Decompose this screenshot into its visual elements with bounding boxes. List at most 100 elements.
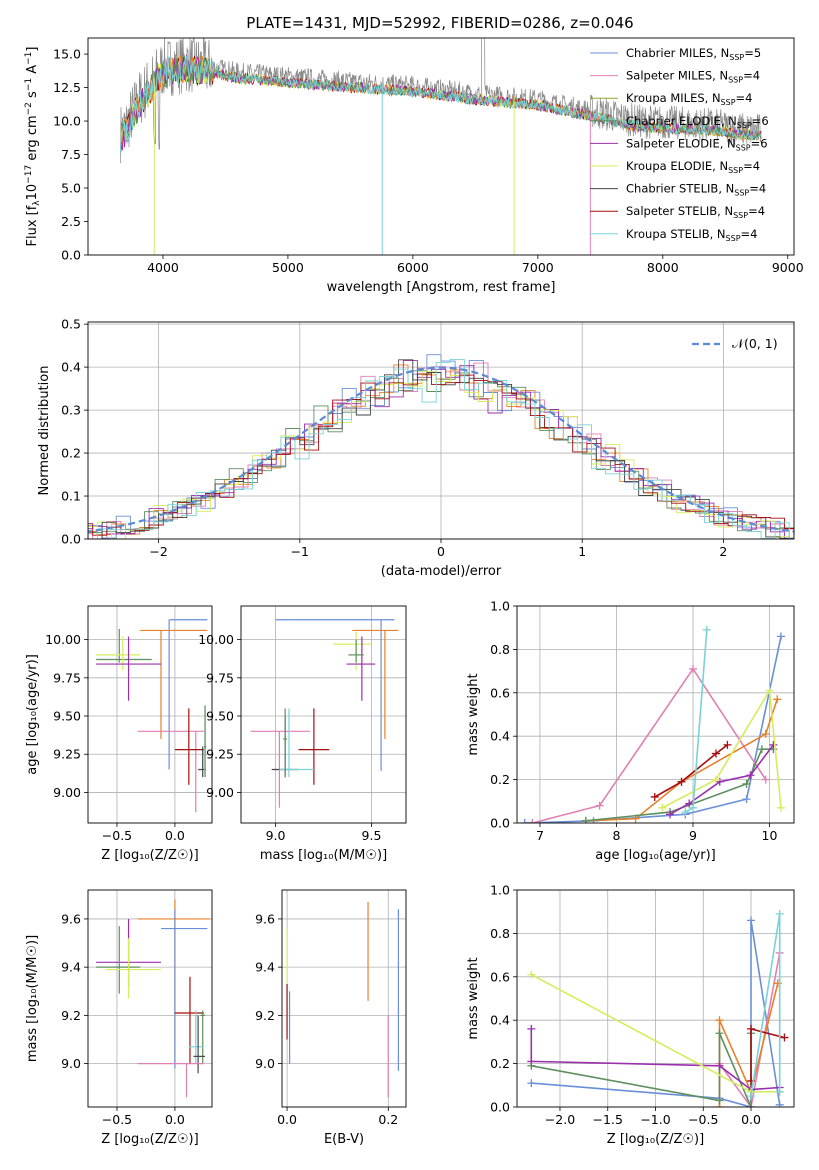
mass-weight-marker bbox=[581, 816, 590, 823]
plot-area bbox=[286, 902, 400, 1098]
legend-label: Salpeter MILES, NSSP=4 bbox=[626, 69, 760, 85]
x-axis-label: Z [log₁₀(Z/Z☉)] bbox=[607, 1132, 704, 1147]
mass-weight-marker bbox=[746, 771, 755, 780]
y-tick-label: 0.0 bbox=[490, 816, 510, 831]
y-tick-label: 0.2 bbox=[61, 446, 81, 461]
y-tick-label: 9.00 bbox=[206, 785, 234, 800]
y-tick-label: 12.5 bbox=[53, 80, 81, 95]
mass-weight-marker bbox=[677, 777, 686, 786]
legend-subscript: SSP bbox=[728, 76, 743, 85]
legend-label: Kroupa STELIB, NSSP=4 bbox=[626, 227, 757, 243]
y-axis-label-part: 10 bbox=[25, 184, 40, 201]
figure-title: PLATE=1431, MJD=52992, FIBERID=0286, z=0… bbox=[246, 14, 633, 32]
y-tick-label: 7.5 bbox=[61, 147, 81, 162]
y-tick-label: 0.0 bbox=[61, 532, 81, 547]
mass-weight-line bbox=[718, 952, 781, 1107]
mass-weight-vs-age-panel: 7 8 9 10 0.0 0.2 0.4 0.6 0.8 1.0 age [log₁₀(age/yr… bbox=[466, 599, 795, 863]
spectrum-panel: 4000 5000 6000 7000 8000 9000 0.0 2.5 5.0 7.5 10.0… bbox=[24, 37, 804, 295]
mass-weight-line bbox=[532, 667, 767, 823]
legend-suffix: =4 bbox=[743, 159, 760, 173]
x-tick-label: 9 bbox=[689, 828, 697, 843]
y-tick-label: 9.25 bbox=[53, 747, 81, 762]
mass-weight-marker bbox=[776, 803, 785, 812]
y-tick-label: 0.2 bbox=[490, 1056, 510, 1071]
x-tick-label: 2 bbox=[719, 544, 727, 559]
mass-weight-marker bbox=[527, 1024, 536, 1033]
y-tick-label: 0.8 bbox=[490, 642, 510, 657]
legend-label: Chabrier ELODIE, NSSP=6 bbox=[626, 114, 769, 130]
mass-weight-marker bbox=[780, 1033, 789, 1042]
legend-label: Kroupa MILES, NSSP=4 bbox=[626, 91, 752, 107]
y-tick-label: 9.00 bbox=[53, 785, 81, 800]
x-tick-label: 0.0 bbox=[165, 1112, 185, 1127]
x-tick-label: 6000 bbox=[397, 260, 429, 275]
mass-weight-marker bbox=[769, 740, 778, 749]
plot-area bbox=[88, 354, 794, 539]
residual-histogram bbox=[88, 360, 794, 539]
mass-weight-marker bbox=[527, 970, 536, 979]
x-tick-label: 0.0 bbox=[741, 1112, 761, 1127]
mass-vs-extinction-panel: 0.0 0.2 9.0 9.2 9.4 9.6 E(B-V) bbox=[255, 889, 407, 1147]
y-tick-label: 0.6 bbox=[490, 969, 510, 984]
y-tick-label: 0.0 bbox=[490, 1100, 510, 1115]
residuals-panel: −2 −1 0 1 2 0.0 0.1 0.2 0.3 0.4 0.5 (data-model)/er… bbox=[37, 317, 795, 579]
mass-weight-marker bbox=[723, 740, 732, 749]
y-tick-label: 10.00 bbox=[198, 632, 234, 647]
mass-weight-marker bbox=[527, 1079, 536, 1088]
x-tick-label: 9.5 bbox=[362, 828, 382, 843]
mass-weight-marker bbox=[702, 625, 711, 634]
x-tick-label: 1 bbox=[578, 544, 586, 559]
y-tick-label: 0.5 bbox=[61, 317, 81, 332]
plot-area bbox=[96, 899, 210, 1098]
y-tick-label: 5.0 bbox=[61, 181, 81, 196]
x-tick-label: 8000 bbox=[647, 260, 679, 275]
y-tick-label: 9.2 bbox=[61, 1008, 81, 1023]
y-axis-label-part: −1 bbox=[24, 78, 34, 91]
mass-weight-marker bbox=[757, 745, 766, 754]
mass-weight-marker bbox=[747, 916, 756, 925]
y-tick-label: 0.4 bbox=[490, 1013, 510, 1028]
legend-subscript: SSP bbox=[728, 166, 743, 175]
x-tick-label: −0.5 bbox=[688, 1112, 718, 1127]
legend-label: Salpeter ELODIE, NSSP=6 bbox=[626, 136, 768, 152]
legend-suffix: =6 bbox=[751, 136, 768, 150]
mass-vs-metallicity-panel: −0.5 0.0 9.0 9.2 9.4 9.6 Z [log₁₀(Z/Z☉)] mass [… bbox=[25, 889, 213, 1147]
legend-label: Kroupa ELODIE, NSSP=4 bbox=[626, 159, 760, 175]
mass-weight-marker bbox=[688, 664, 697, 673]
y-axis-label-part: A bbox=[25, 65, 40, 78]
x-tick-label: 9.0 bbox=[266, 828, 286, 843]
x-axis-label: mass [log₁₀(M/M☉)] bbox=[260, 848, 387, 863]
x-tick-label: 0 bbox=[437, 544, 445, 559]
y-axis-label: age [log₁₀(age/yr)] bbox=[25, 654, 40, 775]
residual-histogram bbox=[88, 370, 794, 539]
x-axis-label: (data-model)/error bbox=[381, 564, 502, 579]
y-tick-label: 9.75 bbox=[53, 670, 81, 685]
mass-weight-line bbox=[524, 636, 782, 823]
mass-weight-line bbox=[684, 629, 708, 813]
mass-weight-marker bbox=[715, 1016, 724, 1025]
legend-suffix: =4 bbox=[748, 204, 765, 218]
x-tick-label: 0.2 bbox=[378, 1112, 398, 1127]
mass-weight-marker bbox=[711, 775, 720, 784]
y-tick-label: 0.1 bbox=[61, 489, 81, 504]
y-axis-label-part: ] bbox=[25, 47, 40, 52]
y-axis-label: mass [log₁₀(M/M☉)] bbox=[25, 935, 40, 1062]
y-tick-label: 9.0 bbox=[255, 1056, 275, 1071]
mass-weight-marker bbox=[650, 792, 659, 801]
mass-weight-marker bbox=[666, 810, 675, 819]
mass-weight-marker bbox=[775, 1100, 784, 1107]
y-tick-label: 0.6 bbox=[490, 685, 510, 700]
mass-weight-marker bbox=[775, 1087, 784, 1096]
x-axis-label: wavelength [Angstrom, rest frame] bbox=[327, 280, 556, 295]
mass-weight-marker bbox=[742, 779, 751, 788]
mass-weight-marker bbox=[775, 909, 784, 918]
legend-suffix: =4 bbox=[741, 227, 758, 241]
y-axis-label-part: −2 bbox=[24, 102, 34, 115]
y-tick-label: 1.0 bbox=[490, 883, 510, 898]
mass-weight-marker bbox=[761, 775, 770, 784]
x-tick-label: −2 bbox=[149, 544, 167, 559]
x-axis-label: Z [log₁₀(Z/Z☉)] bbox=[101, 1132, 198, 1147]
x-axis-label: age [log₁₀(age/yr)] bbox=[595, 848, 716, 863]
y-tick-label: 9.50 bbox=[206, 709, 234, 724]
